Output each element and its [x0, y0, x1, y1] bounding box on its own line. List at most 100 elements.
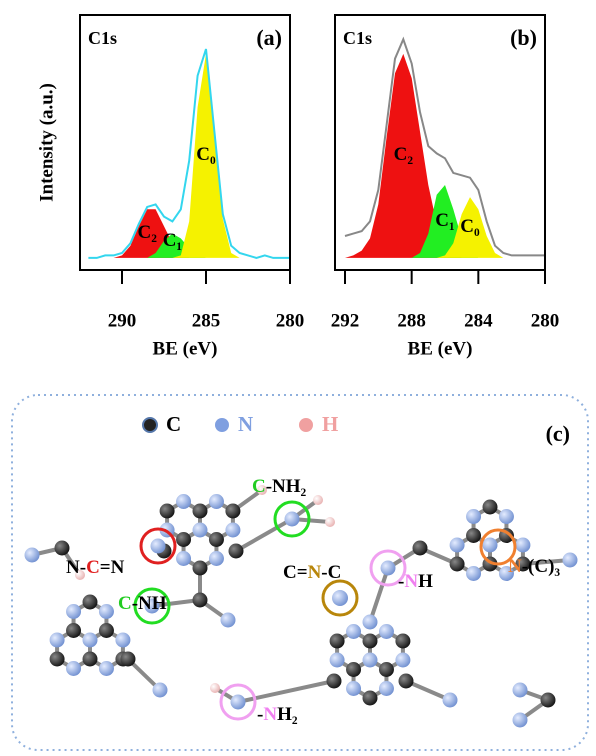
atom [208, 551, 224, 566]
annotation-part: - [257, 704, 263, 725]
atom [498, 509, 514, 524]
atom [24, 547, 40, 563]
peak-label: C₂ [137, 222, 157, 243]
annotation-part: -NH₂ [266, 476, 307, 497]
peak-label: C₁ [435, 210, 454, 231]
annotation-part: C [118, 593, 132, 614]
x-tick-label: 284 [464, 310, 493, 331]
atom [466, 566, 482, 581]
annotation-part: H₂ [277, 704, 298, 725]
legend-swatch [142, 417, 158, 433]
atom [98, 661, 114, 676]
x-tick-label: 292 [331, 310, 360, 331]
highlight-ring [479, 528, 517, 566]
atom [82, 651, 98, 667]
atom [98, 623, 114, 638]
atom [442, 692, 458, 708]
atom [380, 560, 396, 576]
chart-title: C1s [88, 28, 117, 48]
highlight-atom [332, 590, 348, 606]
atom [362, 614, 378, 630]
atom [82, 594, 98, 610]
atom [515, 537, 531, 553]
atom [66, 661, 82, 676]
atom [284, 511, 300, 527]
annotation: -NH₂ [257, 704, 298, 725]
peak-area [345, 53, 545, 258]
atom [466, 528, 482, 543]
atom [346, 624, 362, 639]
annotation-part: N [404, 571, 418, 592]
annotation-part: -NH [132, 593, 167, 614]
legend-label: C [166, 412, 181, 436]
highlight-ring [321, 579, 359, 617]
atom [208, 494, 224, 509]
annotation-part: =N [100, 557, 125, 578]
atom [362, 690, 378, 706]
atom [66, 623, 82, 638]
highlight-ring [273, 500, 311, 538]
atom [115, 632, 131, 648]
plot-frame [79, 14, 291, 271]
highlight-ring [139, 527, 177, 565]
atom [512, 712, 528, 728]
annotation-part: - [398, 571, 404, 592]
atom [152, 682, 168, 698]
bond [368, 567, 390, 623]
atom [325, 517, 335, 527]
atom [176, 551, 192, 566]
x-axis-label: BE (eV) [153, 338, 218, 359]
atom [144, 598, 160, 614]
atom [208, 532, 224, 547]
bond [522, 558, 571, 566]
annotation: N-C=N [66, 557, 125, 578]
x-tick-label: 288 [397, 310, 426, 331]
atom [228, 543, 244, 559]
atom [329, 633, 345, 649]
atom [449, 556, 465, 572]
legend-label: N [238, 412, 253, 436]
atom [378, 624, 394, 639]
x-tick-label: 280 [531, 310, 560, 331]
annotation-part: N- [66, 557, 86, 578]
panel-label: (a) [256, 25, 282, 50]
legend-label: H [322, 412, 338, 436]
atom [98, 604, 114, 619]
molecule [24, 485, 578, 728]
envelope-line [344, 36, 545, 257]
atom [176, 494, 192, 509]
atom [449, 537, 465, 553]
atom [82, 632, 98, 648]
panel-label: (b) [510, 25, 537, 50]
atom [498, 566, 514, 581]
atom [210, 683, 220, 693]
atom [329, 652, 345, 668]
envelope-line [88, 48, 290, 259]
panel-border [11, 394, 589, 751]
atom [192, 503, 208, 519]
annotation: C=N-C [283, 562, 341, 583]
atom [378, 662, 394, 677]
annotation: N-(C)₃ [508, 556, 560, 577]
peak-area [345, 185, 545, 258]
atom [220, 612, 236, 628]
atom [540, 692, 556, 708]
peak-label: C₂ [394, 144, 414, 165]
highlight-ring [369, 549, 407, 587]
atom [482, 537, 498, 553]
annotation-part: C [252, 476, 266, 497]
atom [482, 499, 498, 515]
atom [66, 604, 82, 619]
annotation-part: H [418, 571, 433, 592]
x-tick-label: 285 [192, 310, 221, 331]
atom [192, 592, 208, 608]
peak-label: C₀ [460, 216, 480, 237]
legend-swatch [215, 418, 229, 432]
annotation-part: -C [321, 562, 341, 583]
atom [192, 522, 208, 538]
atom [257, 485, 267, 495]
atom [313, 495, 323, 505]
atom [362, 652, 378, 668]
